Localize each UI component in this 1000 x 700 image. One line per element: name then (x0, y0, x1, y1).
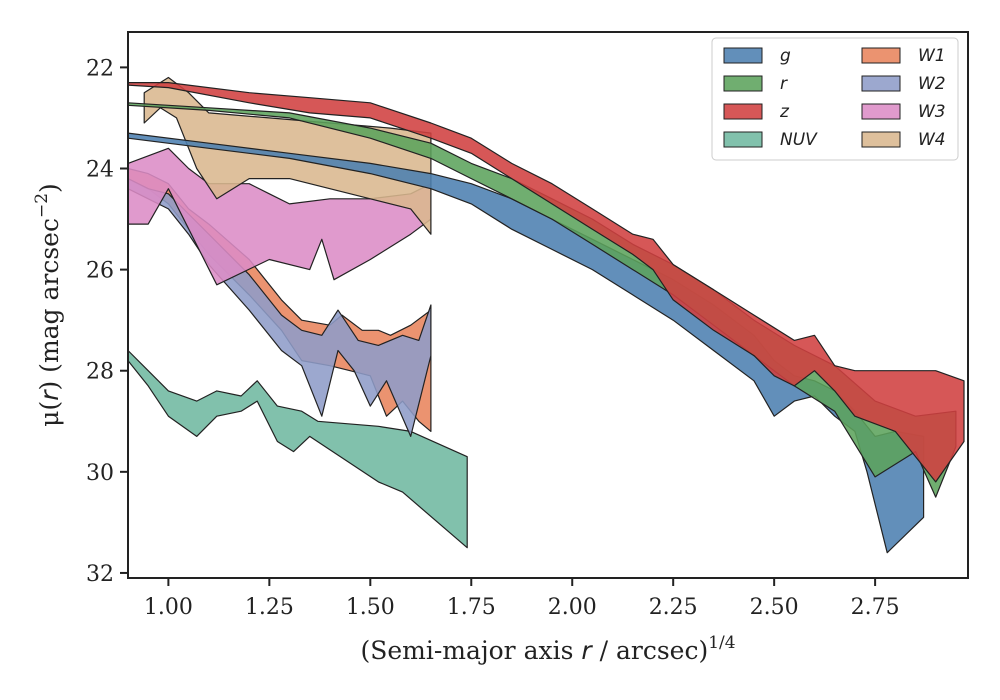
y-tick-label: 22 (86, 56, 114, 81)
axes-frame (127, 31, 969, 579)
legend-label-w3: W3 (918, 102, 946, 122)
y-tick-label: 28 (86, 360, 114, 385)
legend-label-r: r (780, 74, 788, 94)
band-z (127, 81, 965, 483)
x-tick-label: 2.25 (649, 595, 698, 620)
x-axis-label: (Semi-major axis r / arcsec)1/4 (360, 633, 735, 665)
legend-swatch-w2 (861, 75, 901, 92)
legend-box (711, 37, 959, 161)
x-tick-label: 1.75 (447, 595, 496, 620)
legend-label-g: g (780, 46, 791, 66)
x-tick-label: 1.50 (346, 595, 395, 620)
legend-label-z: z (779, 102, 790, 122)
y-tick-label: 30 (86, 461, 114, 486)
legend-swatch-nuv (723, 131, 763, 148)
legend-swatch-w4 (861, 131, 901, 148)
legend-swatch-w1 (861, 47, 901, 64)
legend-swatch-g (723, 47, 763, 64)
x-tick-label: 2.50 (750, 595, 799, 620)
y-tick-label: 24 (86, 158, 114, 183)
legend-swatch-z (723, 103, 763, 120)
x-tick-label: 1.00 (144, 595, 193, 620)
legend-swatch-r (723, 75, 763, 92)
legend: grz NUV W1 W2 W3 W4 (711, 37, 959, 161)
legend-label-w2: W2 (918, 74, 946, 94)
x-tick-label: 1.25 (245, 595, 294, 620)
legend-label-w4: W4 (918, 130, 946, 150)
x-tick-label: 2.00 (548, 595, 597, 620)
legend-swatch-w3 (861, 103, 901, 120)
y-tick-label: 32 (86, 562, 114, 587)
legend-label-w1: W1 (918, 46, 946, 66)
y-tick-label: 26 (86, 259, 114, 284)
legend-label-nuv: NUV (780, 130, 818, 150)
y-axis-label: μ(r) (mag arcsec−2) (32, 183, 64, 427)
x-tick-label: 2.75 (851, 595, 900, 620)
band-nuv (127, 349, 468, 549)
y-axis-ticks: 22 24 26 28 30 32 (86, 56, 128, 587)
plot-area (127, 76, 965, 554)
x-axis-ticks: 1.00 1.25 1.50 1.75 2.00 2.25 2.50 2.75 (144, 578, 900, 620)
